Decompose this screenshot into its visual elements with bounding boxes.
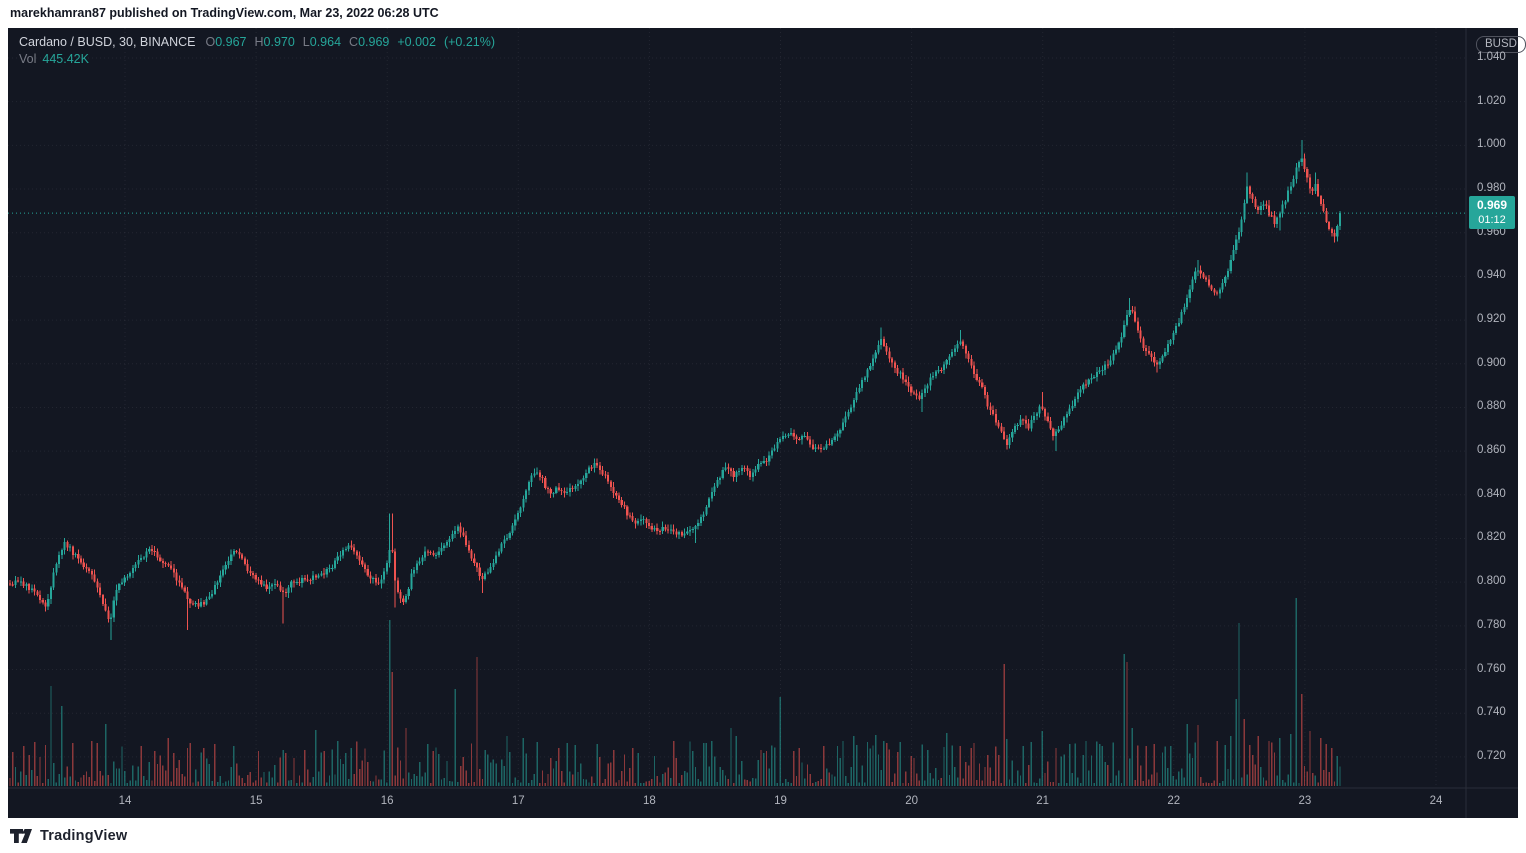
time-tick-label: 17 [511,795,525,807]
volume-label: Vol [19,52,37,66]
price-tick-label: 0.880 [1477,400,1506,413]
price-tick-label: 1.000 [1477,138,1506,151]
bar-countdown: 01:12 [1478,214,1506,227]
price-tick-label: 0.920 [1477,313,1506,326]
change-percent: (+0.21%) [443,35,496,49]
high-label: H [254,35,264,49]
price-tick-label: 0.840 [1477,487,1506,500]
price-tick-label: 0.820 [1477,531,1506,544]
time-tick-label: 15 [249,795,263,807]
time-tick-label: 21 [1036,795,1050,807]
chart-panel: Cardano / BUSD, 30, BINANCE O0.967 H0.970 L… [8,28,1526,818]
price-tick-label: 0.980 [1477,182,1506,195]
legend-row-symbol: Cardano / BUSD, 30, BINANCE O0.967 H0.970 L… [19,34,495,51]
price-tick-label: 0.740 [1477,706,1506,719]
price-tick-label: 0.900 [1477,356,1506,369]
chart-legend: Cardano / BUSD, 30, BINANCE O0.967 H0.970 L… [19,34,495,68]
price-tick-label: 1.020 [1477,94,1506,107]
attribution-text: marekhamran87 published on TradingView.c… [10,6,439,20]
price-chart[interactable] [8,28,1518,818]
low-label: L [302,35,310,49]
price-tick-label: 0.940 [1477,269,1506,282]
time-tick-label: 20 [905,795,918,807]
price-tick-label: 0.860 [1477,444,1506,457]
tradingview-logo-text: TradingView [40,828,128,844]
open-label: O [205,35,216,49]
price-tick-label: 0.720 [1477,749,1506,762]
time-tick-label: 19 [774,795,787,807]
price-tick-label: 0.760 [1477,662,1506,675]
last-price-value: 0.969 [1476,198,1508,213]
time-tick-label: 24 [1429,795,1443,807]
time-scale[interactable]: 14 15 16 17 18 19 20 21 22 23 24 [8,788,1518,818]
time-tick-label: 14 [118,795,132,807]
time-tick-label: 22 [1167,795,1181,807]
price-tick-label: 0.800 [1477,575,1506,588]
open-value: 0.967 [215,35,247,49]
high-value: 0.970 [263,35,295,49]
close-label: C [349,35,359,49]
price-tick-label: 0.780 [1477,618,1506,631]
time-tick-label: 23 [1298,795,1312,807]
symbol-title[interactable]: Cardano / BUSD, 30, BINANCE [19,35,196,49]
low-value: 0.964 [309,35,342,49]
price-tick-label: 1.040 [1477,51,1506,63]
time-tick-label: 18 [642,795,656,807]
footer-branding[interactable]: TradingView [10,824,127,848]
volume-value: 445.42K [42,52,89,66]
close-value: 0.969 [358,35,390,49]
time-tick-label: 16 [380,795,394,807]
tradingview-logo-icon [10,829,32,843]
price-scale[interactable]: BUSD 1.040 1.020 1.000 0.980 0.960 0.940 0.920… [1466,28,1526,788]
last-price-tag: 0.969 01:12 [1469,196,1515,230]
legend-row-volume: Vol 445.42K [19,51,495,68]
change-value: +0.002 [397,35,436,49]
quote-currency-badge[interactable]: BUSD [1476,36,1526,53]
